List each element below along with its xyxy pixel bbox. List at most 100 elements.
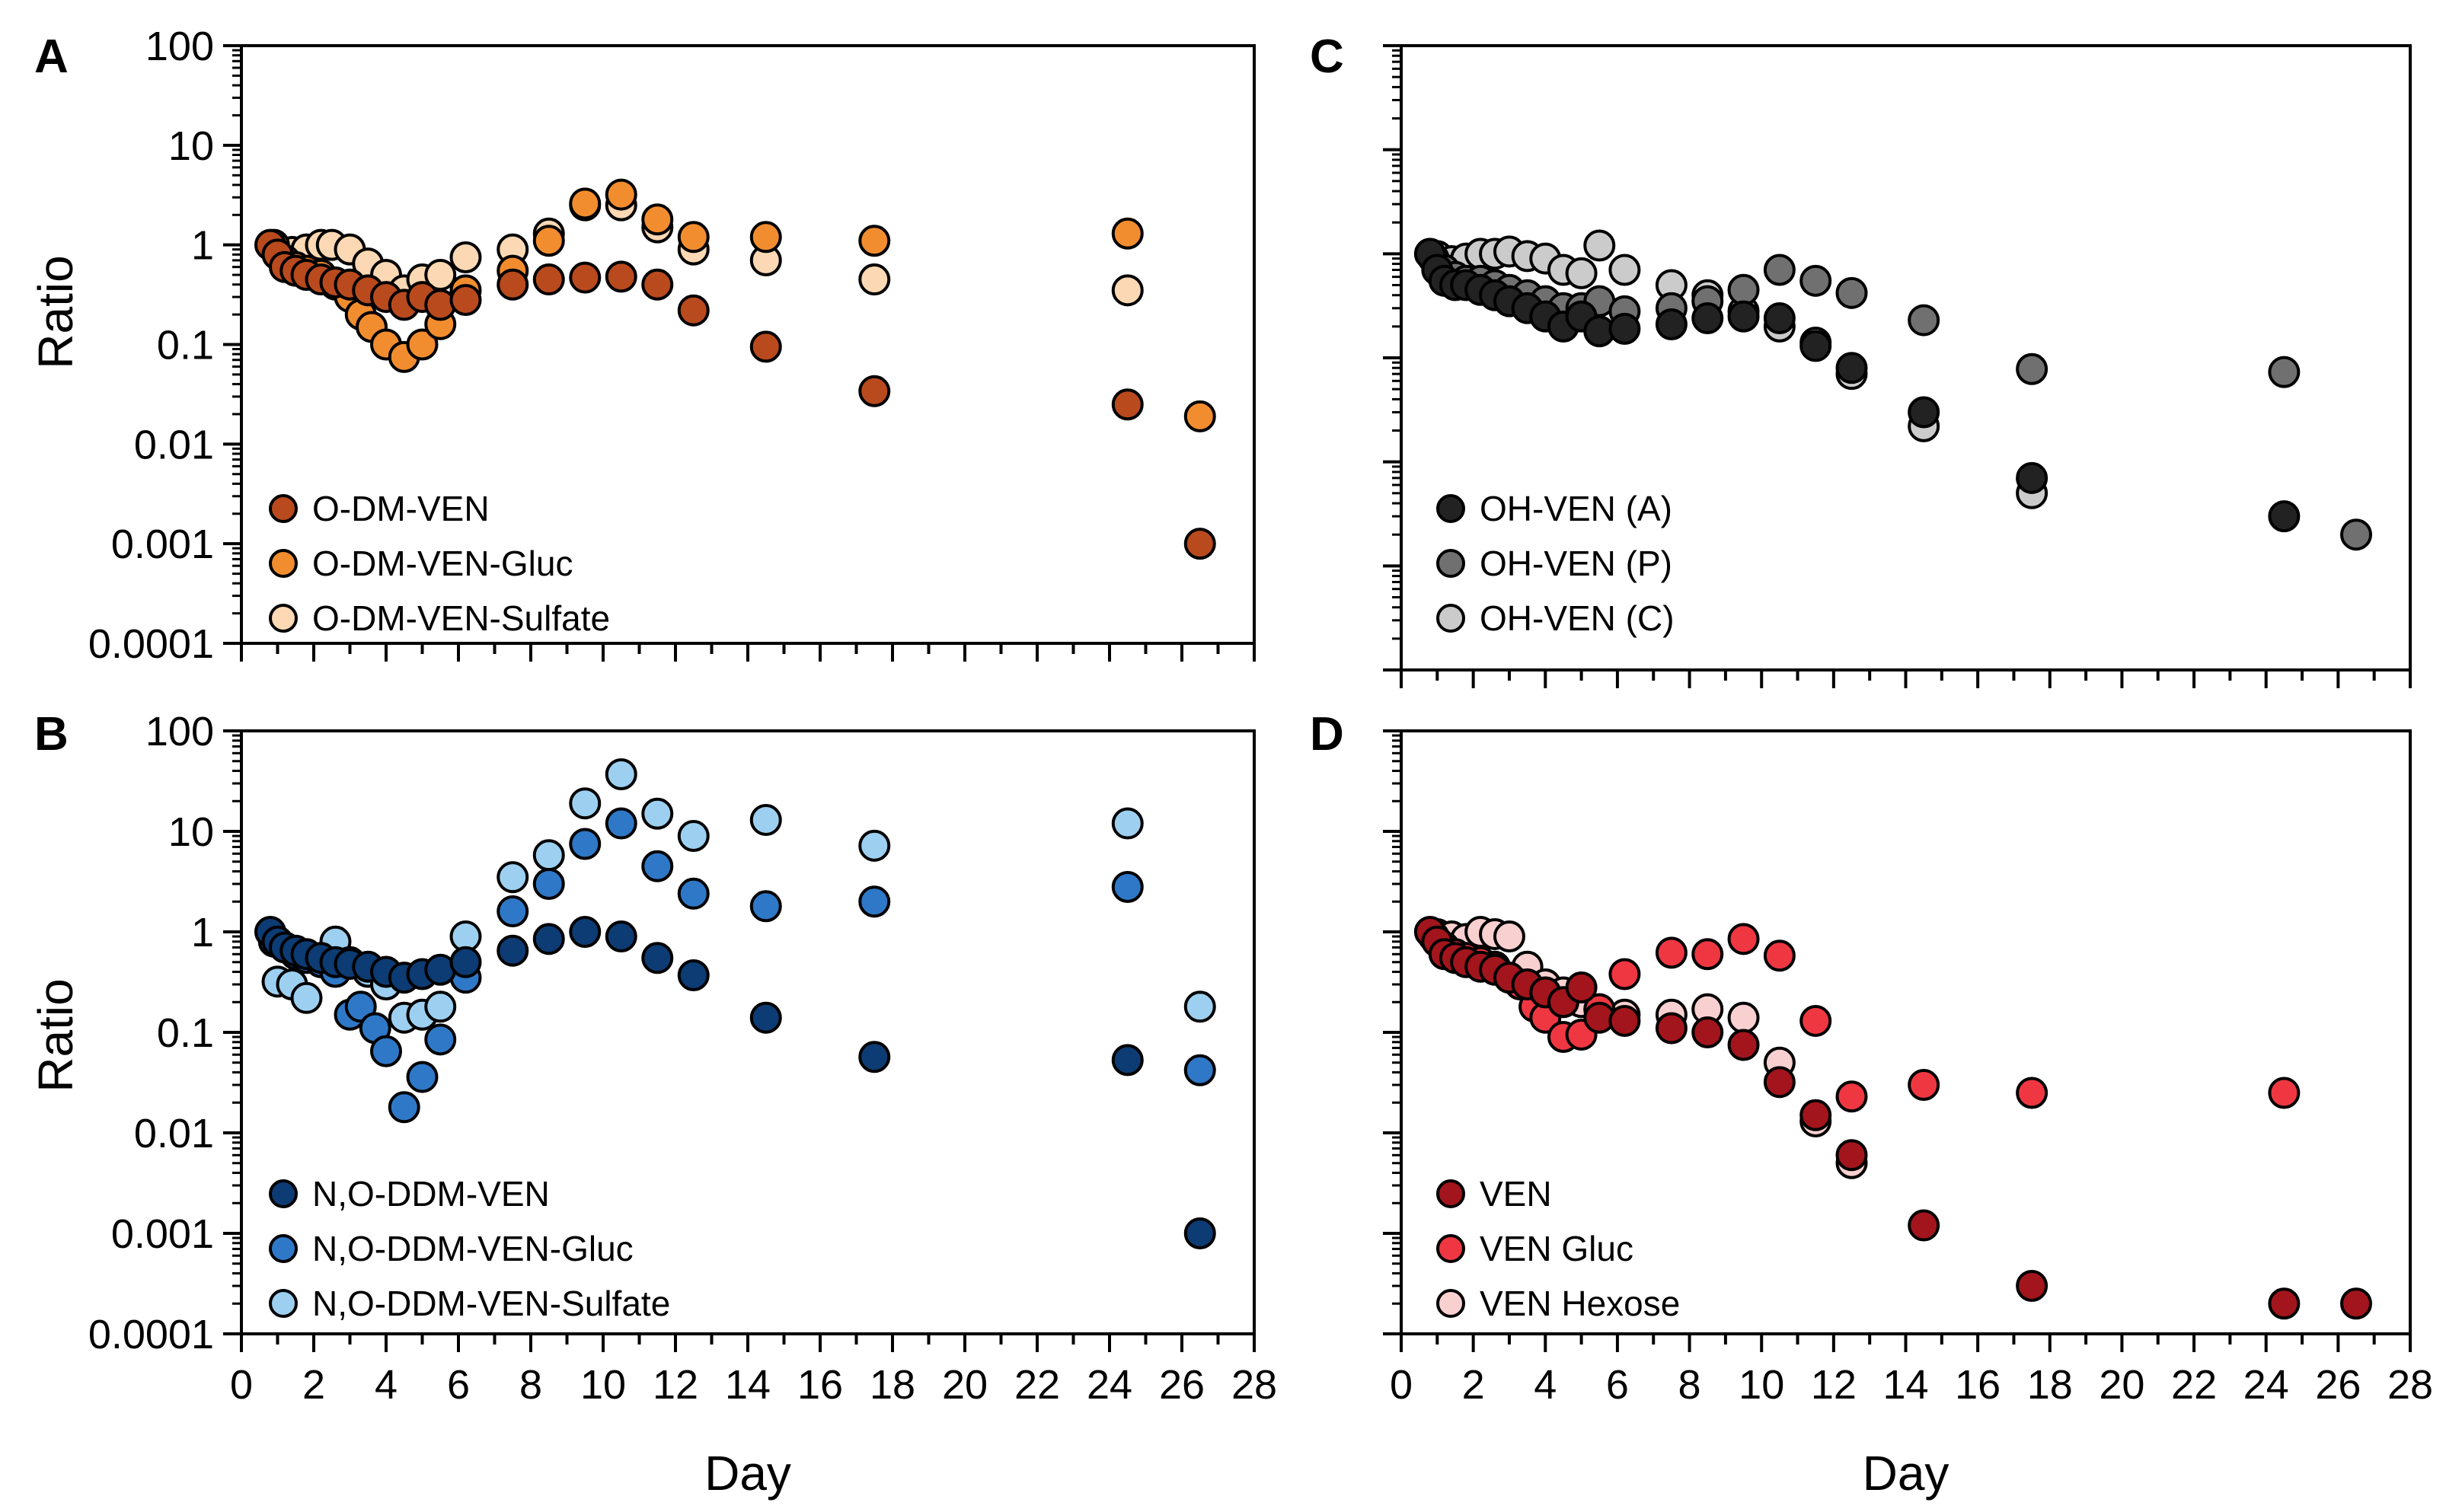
data-point [1799, 1004, 1832, 1037]
data-point [641, 268, 674, 301]
y-tick-label: 0.001 [111, 1211, 214, 1257]
data-point [1691, 938, 1724, 971]
x-tick-label: 6 [447, 1362, 470, 1408]
y-tick-label: 100 [145, 709, 214, 754]
x-tick-label: 14 [1882, 1362, 1928, 1408]
data-point [749, 1001, 782, 1034]
x-tick-label: 18 [2027, 1362, 2073, 1408]
data-point [1493, 920, 1525, 953]
x-tick-label: 2 [1462, 1362, 1485, 1408]
y-tick-label: 0.0001 [88, 1312, 214, 1357]
data-point [677, 877, 710, 910]
legend-label: N,O-DDM-VEN-Sulfate [312, 1284, 670, 1323]
data-point [1835, 1080, 1868, 1113]
legend-label: N,O-DDM-VEN-Gluc [312, 1229, 634, 1268]
data-point [497, 934, 529, 967]
x-tick-label: 18 [870, 1362, 915, 1408]
data-point [1111, 870, 1144, 903]
panel-b: B0 2 4 6 8 10 12 14 16 18 20 22 24 26 28Day0.00010.001… [28, 708, 1277, 1501]
legend: OH-VEN (A) OH-VEN (P) OH-VEN (C) [1436, 489, 1675, 638]
x-tick-label: 0 [230, 1362, 253, 1408]
legend-label: OH-VEN (P) [1480, 544, 1672, 583]
legend: O-DM-VEN O-DM-VEN-Gluc O-DM-VEN-Sulfate [269, 489, 610, 638]
data-point [2016, 1077, 2048, 1109]
panel-letter: C [1310, 30, 1344, 83]
data-point [2340, 518, 2373, 551]
data-point [641, 942, 674, 975]
data-point [2016, 1270, 2048, 1303]
legend-label: VEN Gluc [1480, 1229, 1633, 1268]
data-point [1835, 276, 1868, 309]
data-point [605, 920, 637, 953]
data-point [677, 221, 710, 254]
data-point [1799, 1099, 1832, 1131]
y-tick-label: 0.1 [157, 323, 214, 368]
legend-marker [269, 1234, 298, 1263]
x-tick-label: 12 [1811, 1362, 1857, 1408]
legend: N,O-DDM-VEN N,O-DDM-VEN-Gluc N,O-DDM-VEN-S… [269, 1174, 670, 1323]
legend-marker [269, 1179, 298, 1208]
data-point [2268, 1287, 2301, 1320]
data-point [1183, 1054, 1216, 1086]
data-point [569, 828, 602, 860]
data-point [1908, 396, 1940, 429]
data-point [1727, 923, 1760, 955]
data-point [497, 861, 529, 894]
series-oh-ven-c- [1421, 229, 2048, 509]
data-point [1111, 217, 1144, 250]
data-point [641, 850, 674, 882]
data-point [2016, 352, 2048, 385]
data-point [1608, 1004, 1641, 1037]
data-point [569, 787, 602, 820]
legend-label: O-DM-VEN-Sulfate [312, 598, 610, 638]
data-point [858, 885, 891, 918]
data-point [1908, 1209, 1940, 1242]
data-point [1608, 958, 1641, 990]
legend-marker [269, 549, 298, 578]
data-point [424, 1023, 457, 1056]
series-ven [1413, 916, 2373, 1320]
series-n-o-ddm-ven [254, 916, 1216, 1249]
data-point [388, 1091, 420, 1124]
legend-marker [1436, 1234, 1465, 1263]
data-point [497, 268, 529, 301]
x-axis-title: Day [1863, 1446, 1949, 1501]
y-axis-title: Ratio [28, 978, 83, 1092]
x-tick-label: 8 [519, 1362, 542, 1408]
data-point [406, 1061, 439, 1093]
series-o-dm-ven [254, 228, 1216, 560]
panel-c: C OH-VEN (A) OH-VEN (P) OH-VEN (C) [1310, 30, 2412, 688]
data-point [858, 1041, 891, 1073]
data-point [1763, 302, 1796, 335]
data-point [1111, 274, 1144, 307]
y-tick-label: 0.01 [134, 1111, 214, 1156]
y-tick-label: 100 [145, 24, 214, 69]
legend-marker [269, 1289, 298, 1318]
x-tick-label: 4 [1534, 1362, 1557, 1408]
x-tick-label: 20 [942, 1362, 988, 1408]
data-point [569, 916, 602, 948]
legend-marker [1436, 494, 1465, 523]
data-point [1608, 254, 1641, 286]
x-tick-label: 16 [797, 1362, 843, 1408]
data-point [605, 807, 637, 840]
data-point [2016, 461, 2048, 494]
data-point [749, 330, 782, 363]
data-point [1111, 1044, 1144, 1077]
data-point [1799, 264, 1832, 297]
data-point [1763, 939, 1796, 972]
data-point [1691, 302, 1724, 335]
legend-marker [269, 494, 298, 523]
data-point [532, 839, 565, 872]
x-tick-label: 26 [2315, 1362, 2361, 1408]
x-tick-label: 8 [1678, 1362, 1701, 1408]
data-point [1727, 273, 1760, 306]
data-point [605, 758, 637, 790]
x-tick-label: 22 [1014, 1362, 1060, 1408]
x-tick-label: 6 [1606, 1362, 1629, 1408]
data-point [1835, 1139, 1868, 1172]
legend-label: OH-VEN (A) [1480, 489, 1672, 528]
x-tick-label: 28 [1231, 1362, 1277, 1408]
